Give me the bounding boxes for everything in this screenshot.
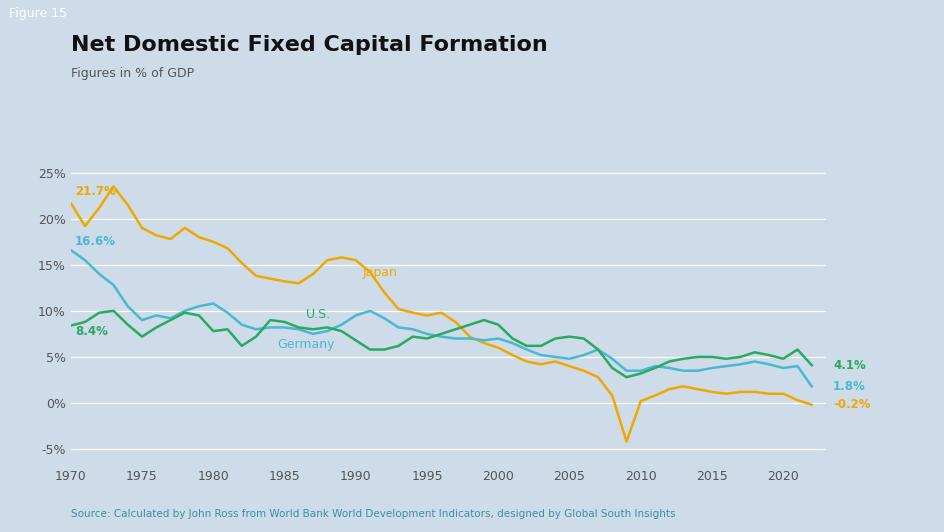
Text: 4.1%: 4.1% [833,359,866,372]
Text: Figures in % of GDP: Figures in % of GDP [71,66,194,79]
Text: Japan: Japan [362,266,397,279]
Text: -0.2%: -0.2% [833,398,870,411]
Text: Net Domestic Fixed Capital Formation: Net Domestic Fixed Capital Formation [71,35,548,55]
Text: Source: Calculated by John Ross from World Bank World Development Indicators, de: Source: Calculated by John Ross from Wor… [71,509,675,519]
Text: 8.4%: 8.4% [76,326,108,338]
Text: 1.8%: 1.8% [833,380,866,393]
Text: U.S.: U.S. [306,308,331,321]
Text: 21.7%: 21.7% [76,186,116,198]
Text: 16.6%: 16.6% [76,235,116,248]
Text: Figure 15: Figure 15 [8,7,67,20]
Text: Germany: Germany [278,338,335,351]
